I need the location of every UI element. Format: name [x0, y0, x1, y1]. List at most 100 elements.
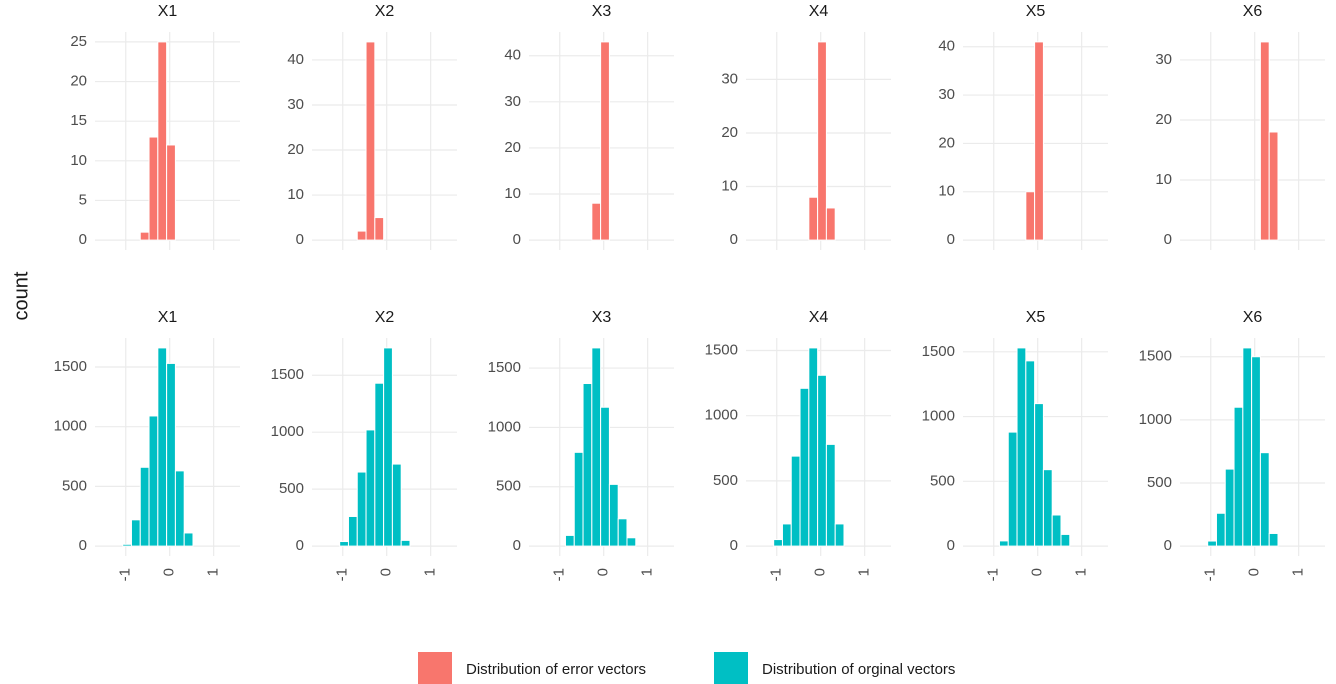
y-tick-label: 1000 — [488, 418, 521, 435]
bar — [1025, 191, 1036, 241]
y-tick-label: 30 — [1155, 51, 1172, 68]
y-tick-label: 40 — [504, 47, 521, 64]
y-tick-label: 40 — [938, 38, 955, 55]
y-tick-label: 20 — [287, 141, 304, 158]
x-tick-label: -1 — [1202, 568, 1219, 581]
panel-title: X2 — [375, 309, 395, 326]
bar — [139, 231, 150, 241]
bar — [1242, 347, 1253, 547]
panel-title: X6 — [1243, 3, 1263, 20]
bar — [174, 470, 185, 547]
bar — [1259, 452, 1270, 547]
y-tick-label: 500 — [62, 477, 87, 494]
bar — [1268, 131, 1279, 241]
legend-label: Distribution of error vectors — [466, 661, 646, 678]
bar — [799, 387, 810, 547]
bar — [166, 144, 176, 241]
bar — [391, 463, 402, 547]
bar — [1233, 406, 1244, 547]
y-tick-label: 15 — [70, 112, 87, 129]
panel-title: X5 — [1026, 309, 1046, 326]
bar — [1060, 533, 1071, 547]
bar — [1259, 41, 1270, 241]
x-tick-label: -1 — [551, 568, 568, 581]
x-tick-label: 1 — [1073, 568, 1090, 576]
x-tick-label: 1 — [205, 568, 222, 576]
bar — [400, 539, 411, 547]
bar — [817, 374, 827, 547]
y-tick-label: 0 — [730, 231, 738, 248]
y-tick-label: 1000 — [271, 423, 304, 440]
bar — [825, 443, 836, 547]
bar — [157, 347, 168, 547]
x-tick-label: 0 — [1246, 568, 1263, 576]
bar — [365, 41, 376, 241]
y-tick-label: 1500 — [488, 359, 521, 376]
y-tick-label: 10 — [287, 186, 304, 203]
bar — [834, 523, 845, 547]
bar — [1016, 347, 1027, 547]
bar — [608, 483, 619, 547]
bar — [564, 534, 575, 547]
bar — [591, 202, 602, 241]
bar — [122, 543, 132, 547]
bar — [808, 347, 819, 547]
panel-title: X3 — [592, 309, 612, 326]
y-tick-label: 1500 — [705, 341, 738, 358]
bar — [600, 41, 610, 241]
panel-title: X2 — [375, 3, 395, 20]
x-tick-label: -1 — [334, 568, 351, 581]
bar — [148, 415, 159, 547]
bar — [573, 451, 584, 547]
bar — [374, 382, 385, 547]
bar — [1025, 360, 1036, 547]
bar — [148, 136, 159, 241]
panel-title: X1 — [158, 3, 178, 20]
bar — [1215, 512, 1226, 547]
bar — [998, 540, 1009, 547]
y-tick-label: 0 — [513, 537, 521, 554]
x-tick-label: 1 — [639, 568, 656, 576]
y-tick-label: 1000 — [705, 407, 738, 424]
bar — [591, 347, 602, 547]
y-tick-label: 20 — [504, 139, 521, 156]
y-tick-label: 25 — [70, 33, 87, 50]
y-tick-label: 500 — [279, 480, 304, 497]
y-tick-label: 500 — [496, 478, 521, 495]
y-tick-label: 1000 — [54, 418, 87, 435]
y-tick-label: 0 — [296, 231, 304, 248]
y-tick-label: 0 — [79, 537, 87, 554]
bar — [808, 196, 819, 241]
bar — [1051, 514, 1062, 547]
legend-swatch — [418, 652, 452, 684]
bar — [790, 455, 801, 547]
y-tick-label: 30 — [938, 86, 955, 103]
y-tick-label: 1500 — [54, 358, 87, 375]
y-tick-label: 0 — [513, 231, 521, 248]
y-tick-label: 10 — [504, 185, 521, 202]
x-tick-label: -1 — [985, 568, 1002, 581]
bar — [356, 471, 367, 547]
bar — [617, 518, 628, 547]
x-tick-label: 1 — [422, 568, 439, 576]
bar — [365, 429, 376, 547]
y-tick-label: 10 — [1155, 171, 1172, 188]
y-tick-label: 10 — [938, 183, 955, 200]
bar — [582, 383, 593, 547]
y-tick-label: 0 — [296, 537, 304, 554]
y-tick-label: 1000 — [922, 408, 955, 425]
x-tick-label: 1 — [1290, 568, 1307, 576]
y-tick-label: 30 — [504, 93, 521, 110]
y-tick-label: 0 — [947, 537, 955, 554]
x-tick-label: 0 — [1029, 568, 1046, 576]
bar — [1007, 431, 1018, 547]
x-tick-label: -1 — [768, 568, 785, 581]
panel-title: X4 — [809, 309, 829, 326]
y-tick-label: 20 — [938, 134, 955, 151]
bar — [166, 362, 176, 547]
bar — [1034, 41, 1044, 241]
y-tick-label: 10 — [70, 152, 87, 169]
x-tick-label: 0 — [378, 568, 395, 576]
y-tick-label: 40 — [287, 51, 304, 68]
